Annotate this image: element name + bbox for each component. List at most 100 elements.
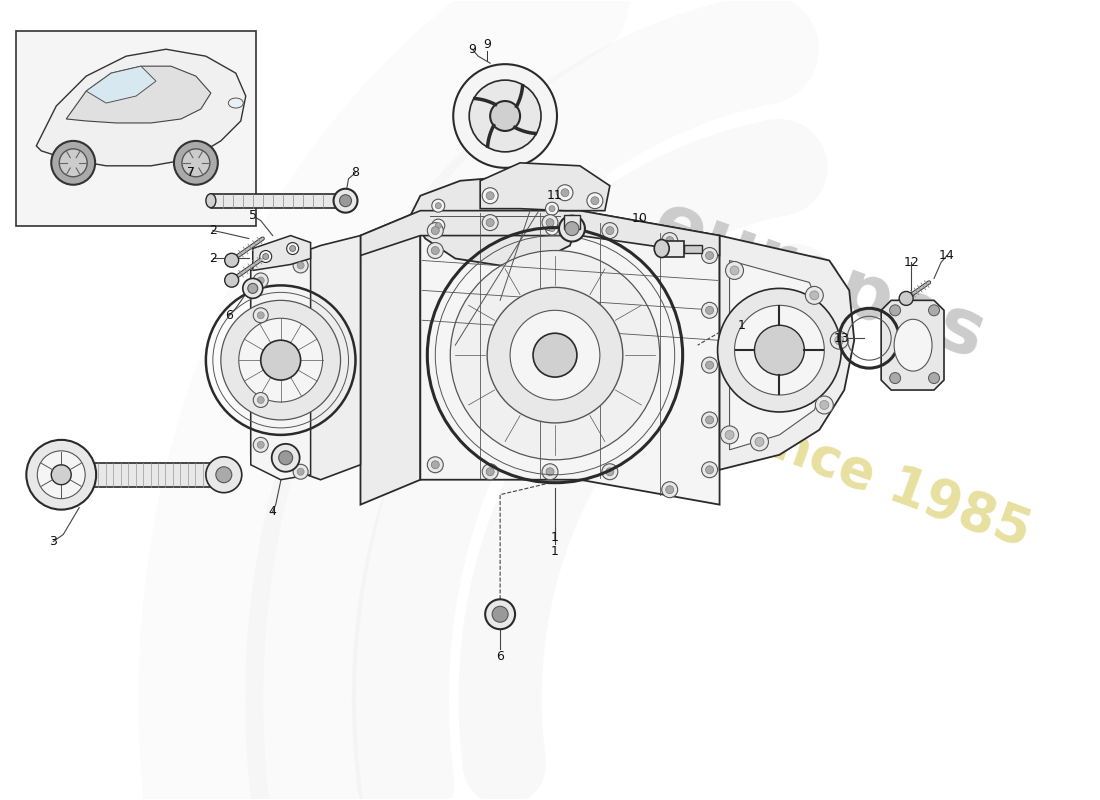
Circle shape <box>432 199 444 212</box>
Circle shape <box>606 226 614 234</box>
Circle shape <box>702 357 717 373</box>
Circle shape <box>820 401 828 410</box>
Circle shape <box>333 189 358 213</box>
Bar <box>211 194 336 208</box>
Circle shape <box>606 468 614 476</box>
Circle shape <box>37 451 85 498</box>
Circle shape <box>830 331 848 349</box>
Circle shape <box>287 242 298 254</box>
Circle shape <box>662 482 678 498</box>
Text: 2: 2 <box>209 252 217 265</box>
Circle shape <box>272 444 299 472</box>
Circle shape <box>705 466 714 474</box>
Circle shape <box>486 468 494 476</box>
Circle shape <box>482 188 498 204</box>
Text: 6: 6 <box>496 650 504 662</box>
Circle shape <box>755 326 804 375</box>
Bar <box>564 214 580 229</box>
Circle shape <box>174 141 218 185</box>
Circle shape <box>427 222 443 238</box>
Circle shape <box>561 189 569 197</box>
Polygon shape <box>66 66 211 123</box>
Circle shape <box>431 246 439 254</box>
Circle shape <box>492 606 508 622</box>
Circle shape <box>239 318 322 402</box>
Circle shape <box>427 457 443 473</box>
Circle shape <box>591 197 598 205</box>
Circle shape <box>735 306 824 395</box>
Circle shape <box>289 246 296 251</box>
Circle shape <box>815 396 834 414</box>
Circle shape <box>224 254 239 267</box>
Polygon shape <box>361 210 420 505</box>
Circle shape <box>510 310 600 400</box>
Circle shape <box>750 433 769 451</box>
Circle shape <box>705 416 714 424</box>
Circle shape <box>702 412 717 428</box>
Circle shape <box>257 312 264 318</box>
Text: 7: 7 <box>187 166 195 179</box>
Circle shape <box>805 286 823 304</box>
Bar <box>662 241 684 257</box>
Circle shape <box>482 214 498 230</box>
Circle shape <box>253 308 268 322</box>
Circle shape <box>243 278 263 298</box>
Circle shape <box>427 242 443 258</box>
Circle shape <box>206 457 242 493</box>
Text: 9: 9 <box>483 38 491 50</box>
Circle shape <box>705 306 714 314</box>
Text: europes: europes <box>644 186 996 374</box>
Text: 5: 5 <box>249 209 256 222</box>
Text: 3: 3 <box>50 535 57 548</box>
Polygon shape <box>881 300 944 390</box>
Circle shape <box>928 373 939 383</box>
Circle shape <box>702 462 717 478</box>
Text: 4: 4 <box>268 505 276 518</box>
Circle shape <box>257 277 264 284</box>
Circle shape <box>602 464 618 480</box>
Circle shape <box>470 80 541 152</box>
Polygon shape <box>251 250 310 480</box>
Polygon shape <box>253 235 310 270</box>
Circle shape <box>928 305 939 316</box>
Circle shape <box>705 251 714 259</box>
Circle shape <box>890 373 901 383</box>
Polygon shape <box>729 261 829 450</box>
Circle shape <box>52 465 72 485</box>
Text: 10: 10 <box>631 212 648 225</box>
Circle shape <box>431 226 439 234</box>
Circle shape <box>340 194 352 206</box>
Circle shape <box>261 340 300 380</box>
Circle shape <box>546 222 559 235</box>
Text: 13: 13 <box>834 332 849 345</box>
Ellipse shape <box>229 98 243 108</box>
Bar <box>62 462 231 486</box>
Ellipse shape <box>206 194 216 208</box>
Circle shape <box>726 262 744 279</box>
Circle shape <box>546 218 554 226</box>
Text: 12: 12 <box>903 256 918 269</box>
Circle shape <box>717 288 842 412</box>
Circle shape <box>565 222 579 235</box>
Circle shape <box>705 361 714 369</box>
Circle shape <box>248 283 257 294</box>
Circle shape <box>432 219 444 232</box>
Circle shape <box>59 149 87 177</box>
Circle shape <box>602 222 618 238</box>
Circle shape <box>278 451 293 465</box>
Circle shape <box>436 222 441 229</box>
Circle shape <box>253 438 268 452</box>
Circle shape <box>542 214 558 230</box>
Circle shape <box>450 250 660 460</box>
Text: 8: 8 <box>352 166 360 179</box>
Circle shape <box>294 464 308 479</box>
Circle shape <box>666 486 673 494</box>
Circle shape <box>216 466 232 482</box>
Text: 1: 1 <box>551 545 559 558</box>
Circle shape <box>485 599 515 630</box>
Polygon shape <box>420 210 719 505</box>
Circle shape <box>702 302 717 318</box>
Circle shape <box>491 101 520 131</box>
Text: 1: 1 <box>738 318 746 332</box>
Circle shape <box>453 64 557 168</box>
